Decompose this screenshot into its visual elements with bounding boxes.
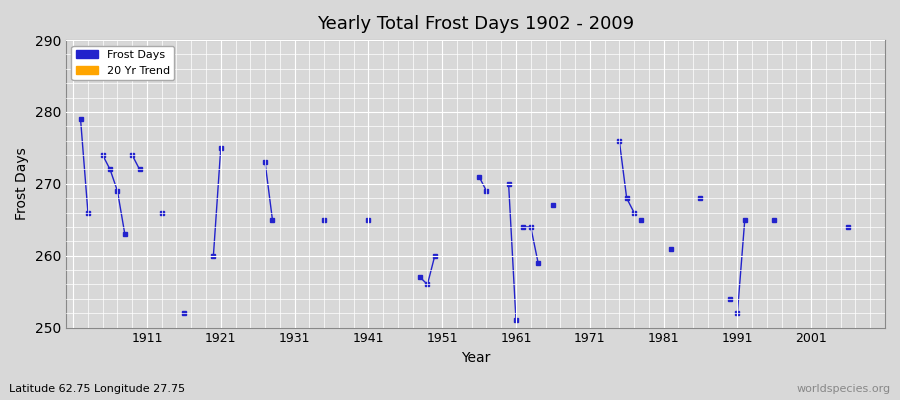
X-axis label: Year: Year [461, 351, 491, 365]
Legend: Frost Days, 20 Yr Trend: Frost Days, 20 Yr Trend [71, 46, 175, 80]
Text: Latitude 62.75 Longitude 27.75: Latitude 62.75 Longitude 27.75 [9, 384, 185, 394]
Y-axis label: Frost Days: Frost Days [15, 148, 29, 220]
Text: worldspecies.org: worldspecies.org [796, 384, 891, 394]
Title: Yearly Total Frost Days 1902 - 2009: Yearly Total Frost Days 1902 - 2009 [317, 15, 634, 33]
